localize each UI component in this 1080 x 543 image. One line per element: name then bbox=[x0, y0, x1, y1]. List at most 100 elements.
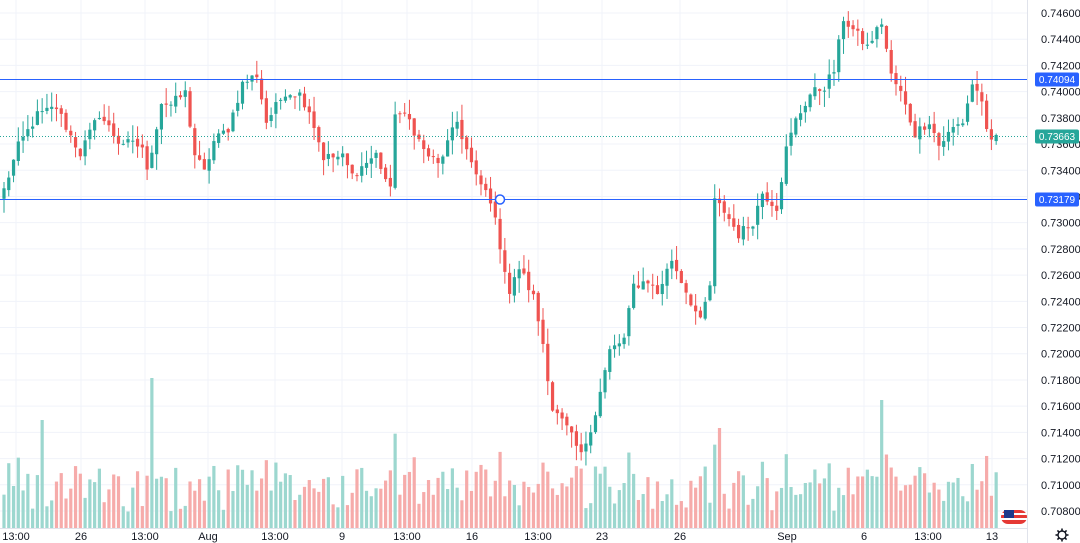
volume-bar bbox=[932, 482, 936, 528]
candle-body bbox=[565, 416, 569, 426]
candle-body bbox=[412, 118, 416, 136]
volume-bar bbox=[250, 470, 254, 528]
volume-bar bbox=[798, 494, 803, 528]
y-tick-label: 0.73400 bbox=[1041, 165, 1080, 177]
volume-bar bbox=[407, 471, 412, 528]
volume-bar bbox=[374, 488, 378, 528]
y-tick-label: 0.72800 bbox=[1041, 244, 1080, 256]
candle-body bbox=[899, 85, 903, 91]
gear-icon[interactable] bbox=[1055, 528, 1069, 542]
candle-body bbox=[779, 182, 784, 210]
candle-body bbox=[593, 415, 598, 433]
volume-bar bbox=[455, 487, 459, 528]
candle-body bbox=[517, 269, 521, 279]
candle-body bbox=[589, 432, 593, 446]
volume-bar bbox=[741, 475, 745, 528]
candle-body bbox=[612, 345, 617, 350]
volume-bar bbox=[694, 487, 698, 528]
volume-bar bbox=[751, 498, 755, 528]
candle-body bbox=[736, 224, 741, 239]
volume-bar bbox=[517, 505, 521, 528]
candle-body bbox=[546, 343, 550, 382]
y-tick-label: 0.71800 bbox=[1041, 375, 1080, 387]
candle-body bbox=[45, 107, 49, 111]
volume-bar bbox=[989, 495, 993, 528]
candle-body bbox=[894, 73, 898, 85]
candle-body bbox=[918, 126, 922, 140]
volume-bar bbox=[837, 487, 841, 528]
candle-body bbox=[364, 162, 369, 168]
volume-bar bbox=[627, 452, 631, 528]
volume-bar bbox=[150, 378, 154, 528]
candle-body bbox=[7, 177, 11, 191]
volume-bar bbox=[54, 481, 59, 528]
candle-body bbox=[135, 138, 140, 147]
candle-body bbox=[107, 120, 111, 126]
y-tick-label: 0.73800 bbox=[1041, 113, 1080, 125]
y-tick-label: 0.72200 bbox=[1041, 323, 1080, 335]
candle-body bbox=[498, 218, 502, 250]
volume-bar bbox=[93, 482, 97, 528]
volume-bar bbox=[498, 451, 502, 528]
volume-bar bbox=[21, 490, 25, 528]
candle-body bbox=[550, 382, 555, 411]
volume-bar bbox=[923, 473, 927, 528]
candle-body bbox=[78, 148, 82, 157]
volume-bar bbox=[717, 428, 722, 528]
candle-body bbox=[293, 96, 297, 98]
candle-body bbox=[417, 134, 421, 140]
volume-bar bbox=[617, 490, 621, 528]
candle-body bbox=[870, 40, 874, 43]
volume-bar bbox=[636, 499, 641, 528]
volume-bar bbox=[942, 500, 946, 528]
volume-bar bbox=[488, 496, 493, 528]
volume-bar bbox=[341, 475, 345, 528]
volume-bar bbox=[474, 471, 478, 528]
candle-body bbox=[484, 183, 488, 191]
volume-bar bbox=[598, 473, 602, 528]
candle-body bbox=[188, 91, 192, 127]
volume-bar bbox=[426, 480, 431, 528]
volume-bar bbox=[269, 490, 273, 528]
volume-bar bbox=[679, 501, 683, 528]
candle-body bbox=[26, 129, 30, 137]
x-tick-label: 13:00 bbox=[131, 531, 159, 543]
volume-bar bbox=[121, 506, 125, 528]
candle-body bbox=[689, 294, 693, 306]
volume-bar bbox=[7, 463, 11, 528]
volume-bar bbox=[818, 483, 822, 528]
candle-body bbox=[469, 147, 474, 163]
candle-body bbox=[751, 226, 755, 229]
volume-bar bbox=[364, 490, 369, 528]
candle-body bbox=[598, 391, 602, 417]
x-tick-label: 26 bbox=[75, 531, 87, 543]
volume-bar bbox=[975, 489, 979, 528]
candle-body bbox=[431, 156, 435, 158]
candle-body bbox=[970, 84, 974, 102]
volume-bar bbox=[126, 511, 130, 528]
candle-body bbox=[355, 175, 359, 177]
candle-body bbox=[765, 192, 769, 202]
candle-body bbox=[422, 140, 426, 150]
candle-body bbox=[961, 123, 965, 126]
price-line-label: 0.73179 bbox=[1039, 195, 1076, 206]
y-tick-label: 0.74400 bbox=[1041, 34, 1080, 46]
volume-bar bbox=[107, 489, 111, 528]
candle-body bbox=[479, 175, 483, 185]
volume-bar bbox=[503, 496, 507, 528]
volume-bar bbox=[446, 489, 450, 528]
candle-body bbox=[207, 159, 211, 171]
volume-bar bbox=[35, 475, 39, 528]
candle-body bbox=[813, 87, 817, 97]
candle-body bbox=[651, 284, 655, 286]
candle-body bbox=[508, 272, 512, 294]
volume-bar bbox=[188, 481, 192, 528]
candle-body bbox=[636, 285, 641, 288]
candle-body bbox=[884, 25, 889, 49]
y-tick-label: 0.72600 bbox=[1041, 270, 1080, 282]
volume-bar bbox=[355, 469, 359, 528]
candle-body bbox=[932, 123, 936, 133]
volume-bar bbox=[722, 493, 726, 528]
volume-bar bbox=[431, 494, 435, 528]
